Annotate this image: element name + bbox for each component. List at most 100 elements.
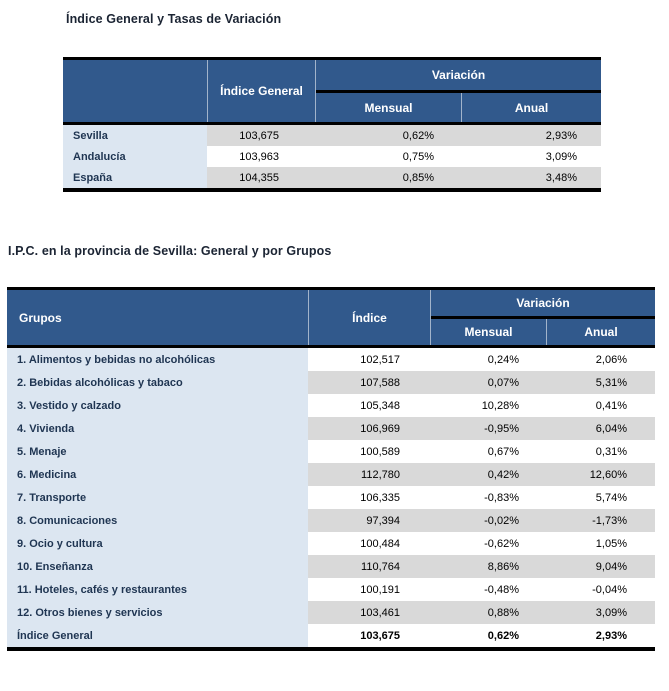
table2-header-grupos: Grupos xyxy=(19,310,62,325)
row-label: 2. Bebidas alcohólicas y tabaco xyxy=(7,371,308,394)
table2-header-subrow: Mensual Anual xyxy=(431,319,655,345)
table2-header-anual: Anual xyxy=(546,319,655,345)
anual-value: 5,74% xyxy=(545,486,655,509)
variacion-divider xyxy=(431,316,655,319)
indice-value: 103,675 xyxy=(207,125,315,146)
table-row: 3. Vestido y calzado 105,348 10,28% 0,41% xyxy=(7,394,655,417)
mensual-value: 8,86% xyxy=(430,555,545,578)
anual-value: 1,05% xyxy=(545,532,655,555)
mensual-value: 0,88% xyxy=(430,601,545,624)
mensual-value: 0,07% xyxy=(430,371,545,394)
indice-value: 104,355 xyxy=(207,167,315,188)
anual-value: 3,48% xyxy=(460,167,601,188)
mensual-value: 10,28% xyxy=(430,394,545,417)
table-row: 12. Otros bienes y servicios 103,461 0,88%… xyxy=(7,601,655,624)
anual-value: 2,93% xyxy=(460,125,601,146)
table-row: Andalucía 103,963 0,75% 3,09% xyxy=(63,146,601,167)
table2-header-mensual: Mensual xyxy=(464,325,513,339)
row-label: 7. Transporte xyxy=(7,486,308,509)
table2-ipc-por-grupos: Grupos Índice Variación Mensual Anual 1.… xyxy=(7,287,655,651)
table2-body: 1. Alimentos y bebidas no alcohólicas 102… xyxy=(7,348,655,647)
indice-value: 110,764 xyxy=(308,555,430,578)
table1-header-subrow: Mensual Anual xyxy=(316,93,601,122)
indice-value: 106,969 xyxy=(308,417,430,440)
mensual-value: 0,75% xyxy=(315,146,460,167)
table2-header: Grupos Índice Variación Mensual Anual xyxy=(7,290,655,345)
table-row: 6. Medicina 112,780 0,42% 12,60% xyxy=(7,463,655,486)
table-row: 8. Comunicaciones 97,394 -0,02% -1,73% xyxy=(7,509,655,532)
indice-value: 103,461 xyxy=(308,601,430,624)
header-body-divider xyxy=(63,122,601,125)
indice-value: 106,335 xyxy=(308,486,430,509)
indice-value: 102,517 xyxy=(308,348,430,371)
anual-value: -0,04% xyxy=(545,578,655,601)
indice-value: 105,348 xyxy=(308,394,430,417)
anual-value: 6,04% xyxy=(545,417,655,440)
indice-value: 112,780 xyxy=(308,463,430,486)
table2-header-variacion-group: Variación Mensual Anual xyxy=(430,290,655,345)
anual-value: 5,31% xyxy=(545,371,655,394)
row-label: Índice General xyxy=(7,624,308,647)
table1-header-indice-general: Índice General xyxy=(207,60,315,122)
indice-value: 100,589 xyxy=(308,440,430,463)
anual-value: -1,73% xyxy=(545,509,655,532)
row-label: 1. Alimentos y bebidas no alcohólicas xyxy=(7,348,308,371)
table1-header-mensual: Mensual xyxy=(364,100,413,115)
mensual-value: 0,62% xyxy=(430,624,545,647)
row-label: Andalucía xyxy=(63,146,207,167)
table1-header-variacion-group: Variación Mensual Anual xyxy=(315,60,601,122)
mensual-value: -0,62% xyxy=(430,532,545,555)
mensual-value: 0,24% xyxy=(430,348,545,371)
indice-value: 103,675 xyxy=(308,624,430,647)
table-row: 7. Transporte 106,335 -0,83% 5,74% xyxy=(7,486,655,509)
anual-value: 12,60% xyxy=(545,463,655,486)
table2-header-variacion: Variación xyxy=(516,296,570,310)
indice-value: 107,588 xyxy=(308,371,430,394)
anual-value: 9,04% xyxy=(545,555,655,578)
table1-header-variacion: Variación xyxy=(431,68,486,82)
mensual-value: 0,42% xyxy=(430,463,545,486)
table1-header-anual: Anual xyxy=(461,93,601,122)
row-label: 5. Menaje xyxy=(7,440,308,463)
table-row: 5. Menaje 100,589 0,67% 0,31% xyxy=(7,440,655,463)
table1-indice-general: Índice General Variación Mensual Anual S… xyxy=(63,57,601,192)
anual-value: 2,06% xyxy=(545,348,655,371)
mensual-value: 0,67% xyxy=(430,440,545,463)
anual-value: 2,93% xyxy=(545,624,655,647)
table-row: España 104,355 0,85% 3,48% xyxy=(63,167,601,188)
table-row: 9. Ocio y cultura 100,484 -0,62% 1,05% xyxy=(7,532,655,555)
table2-header-indice: Índice xyxy=(308,290,430,345)
table-row: Sevilla 103,675 0,62% 2,93% xyxy=(63,125,601,146)
row-label: España xyxy=(63,167,207,188)
indice-value: 97,394 xyxy=(308,509,430,532)
row-label: 8. Comunicaciones xyxy=(7,509,308,532)
row-label: Sevilla xyxy=(63,125,207,146)
row-label: 3. Vestido y calzado xyxy=(7,394,308,417)
row-label: 10. Enseñanza xyxy=(7,555,308,578)
table-row: Índice General 103,675 0,62% 2,93% xyxy=(7,624,655,647)
table1-header: Índice General Variación Mensual Anual xyxy=(63,60,601,122)
table2-title: I.P.C. en la provincia de Sevilla: Gener… xyxy=(8,244,332,258)
table-row: 10. Enseñanza 110,764 8,86% 9,04% xyxy=(7,555,655,578)
indice-value: 103,963 xyxy=(207,146,315,167)
table1-header-empty-cell xyxy=(63,60,207,122)
row-label: 4. Vivienda xyxy=(7,417,308,440)
row-label: 6. Medicina xyxy=(7,463,308,486)
mensual-value: -0,02% xyxy=(430,509,545,532)
row-label: 11. Hoteles, cafés y restaurantes xyxy=(7,578,308,601)
table1-body: Sevilla 103,675 0,62% 2,93% Andalucía 103,963… xyxy=(63,125,601,188)
table1-title: Índice General y Tasas de Variación xyxy=(66,12,282,26)
mensual-value: -0,95% xyxy=(430,417,545,440)
indice-value: 100,191 xyxy=(308,578,430,601)
table-row: 11. Hoteles, cafés y restaurantes 100,191… xyxy=(7,578,655,601)
indice-value: 100,484 xyxy=(308,532,430,555)
variacion-divider xyxy=(316,90,601,93)
mensual-value: -0,83% xyxy=(430,486,545,509)
anual-value: 0,41% xyxy=(545,394,655,417)
anual-value: 0,31% xyxy=(545,440,655,463)
anual-value: 3,09% xyxy=(545,601,655,624)
row-label: 12. Otros bienes y servicios xyxy=(7,601,308,624)
mensual-value: -0,48% xyxy=(430,578,545,601)
mensual-value: 0,62% xyxy=(315,125,460,146)
